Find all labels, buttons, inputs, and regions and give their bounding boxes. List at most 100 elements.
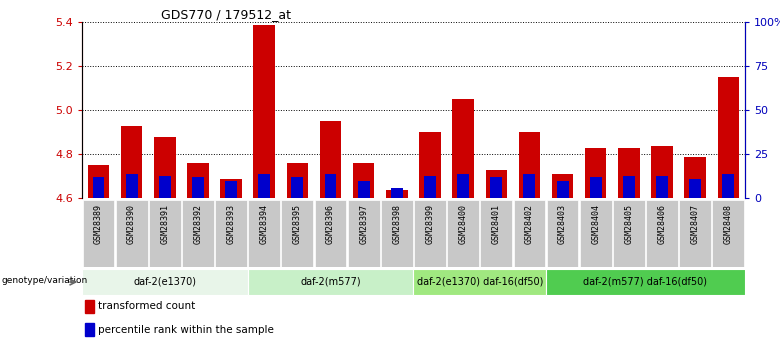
- Bar: [87, 165, 109, 198]
- Bar: [413, 22, 446, 198]
- Bar: [225, 181, 237, 198]
- Bar: [424, 176, 436, 198]
- Text: percentile rank within the sample: percentile rank within the sample: [98, 325, 275, 335]
- Bar: [551, 174, 573, 198]
- Bar: [121, 126, 143, 198]
- Text: GSM28395: GSM28395: [292, 204, 302, 244]
- Bar: [651, 146, 673, 198]
- Bar: [292, 177, 303, 198]
- Bar: [159, 176, 171, 198]
- Text: GSM28406: GSM28406: [658, 204, 667, 244]
- FancyBboxPatch shape: [282, 200, 314, 267]
- Text: GSM28399: GSM28399: [425, 204, 434, 244]
- Bar: [690, 179, 701, 198]
- Text: GSM28402: GSM28402: [525, 204, 534, 244]
- Text: daf-2(e1370): daf-2(e1370): [133, 276, 197, 286]
- Bar: [612, 22, 645, 198]
- Bar: [386, 189, 408, 198]
- Bar: [590, 177, 601, 198]
- Text: GSM28398: GSM28398: [392, 204, 402, 244]
- FancyBboxPatch shape: [115, 200, 147, 267]
- FancyBboxPatch shape: [248, 200, 280, 267]
- FancyBboxPatch shape: [149, 200, 181, 267]
- Text: GDS770 / 179512_at: GDS770 / 179512_at: [161, 8, 292, 21]
- Bar: [320, 121, 342, 198]
- FancyBboxPatch shape: [82, 269, 247, 295]
- Bar: [324, 174, 336, 198]
- Text: GSM28391: GSM28391: [160, 204, 169, 244]
- Text: transformed count: transformed count: [98, 302, 196, 311]
- Bar: [557, 181, 569, 198]
- Bar: [254, 24, 275, 198]
- Text: GSM28408: GSM28408: [724, 204, 733, 244]
- Bar: [85, 299, 94, 313]
- Bar: [546, 22, 579, 198]
- Text: GSM28396: GSM28396: [326, 204, 335, 244]
- Bar: [281, 22, 314, 198]
- Bar: [82, 22, 115, 198]
- Bar: [491, 177, 502, 198]
- Bar: [192, 177, 204, 198]
- Bar: [523, 174, 535, 198]
- Bar: [148, 22, 181, 198]
- Text: genotype/variation: genotype/variation: [2, 276, 88, 285]
- Bar: [618, 148, 640, 198]
- Bar: [220, 179, 242, 198]
- Bar: [446, 22, 480, 198]
- Bar: [181, 22, 214, 198]
- FancyBboxPatch shape: [513, 200, 545, 267]
- Bar: [722, 174, 734, 198]
- Bar: [646, 22, 679, 198]
- Bar: [585, 148, 607, 198]
- Bar: [457, 174, 469, 198]
- FancyBboxPatch shape: [447, 200, 479, 267]
- FancyBboxPatch shape: [547, 200, 579, 267]
- FancyBboxPatch shape: [679, 200, 711, 267]
- Bar: [258, 174, 270, 198]
- Bar: [684, 157, 706, 198]
- Bar: [358, 181, 370, 198]
- FancyBboxPatch shape: [613, 200, 645, 267]
- Bar: [187, 163, 209, 198]
- Bar: [579, 22, 612, 198]
- Bar: [519, 132, 541, 198]
- Bar: [115, 22, 148, 198]
- Text: GSM28405: GSM28405: [624, 204, 633, 244]
- Bar: [485, 170, 507, 198]
- FancyBboxPatch shape: [414, 200, 446, 267]
- Text: GSM28403: GSM28403: [558, 204, 567, 244]
- Bar: [247, 22, 281, 198]
- Bar: [679, 22, 711, 198]
- FancyBboxPatch shape: [314, 200, 346, 267]
- FancyBboxPatch shape: [182, 200, 214, 267]
- Bar: [480, 22, 512, 198]
- Bar: [93, 177, 105, 198]
- Text: daf-2(m577): daf-2(m577): [300, 276, 361, 286]
- Bar: [711, 22, 745, 198]
- FancyBboxPatch shape: [413, 269, 546, 295]
- Bar: [718, 77, 739, 198]
- Text: daf-2(m577) daf-16(df50): daf-2(m577) daf-16(df50): [583, 276, 707, 286]
- Bar: [381, 22, 413, 198]
- FancyBboxPatch shape: [215, 200, 247, 267]
- Bar: [215, 22, 248, 198]
- Text: daf-2(e1370) daf-16(df50): daf-2(e1370) daf-16(df50): [417, 276, 543, 286]
- Text: GSM28401: GSM28401: [491, 204, 501, 244]
- Text: GSM28392: GSM28392: [193, 204, 203, 244]
- Bar: [286, 163, 308, 198]
- FancyBboxPatch shape: [381, 200, 413, 267]
- Text: GSM28390: GSM28390: [127, 204, 136, 244]
- FancyBboxPatch shape: [712, 200, 744, 267]
- Bar: [314, 22, 347, 198]
- Bar: [154, 137, 176, 198]
- Bar: [623, 176, 635, 198]
- Text: GSM28407: GSM28407: [690, 204, 700, 244]
- Text: GSM28397: GSM28397: [359, 204, 368, 244]
- Text: GSM28394: GSM28394: [260, 204, 269, 244]
- Text: GSM28404: GSM28404: [591, 204, 601, 244]
- Bar: [513, 22, 546, 198]
- Bar: [452, 99, 474, 198]
- Bar: [85, 323, 94, 336]
- FancyBboxPatch shape: [247, 269, 413, 295]
- FancyBboxPatch shape: [480, 200, 512, 267]
